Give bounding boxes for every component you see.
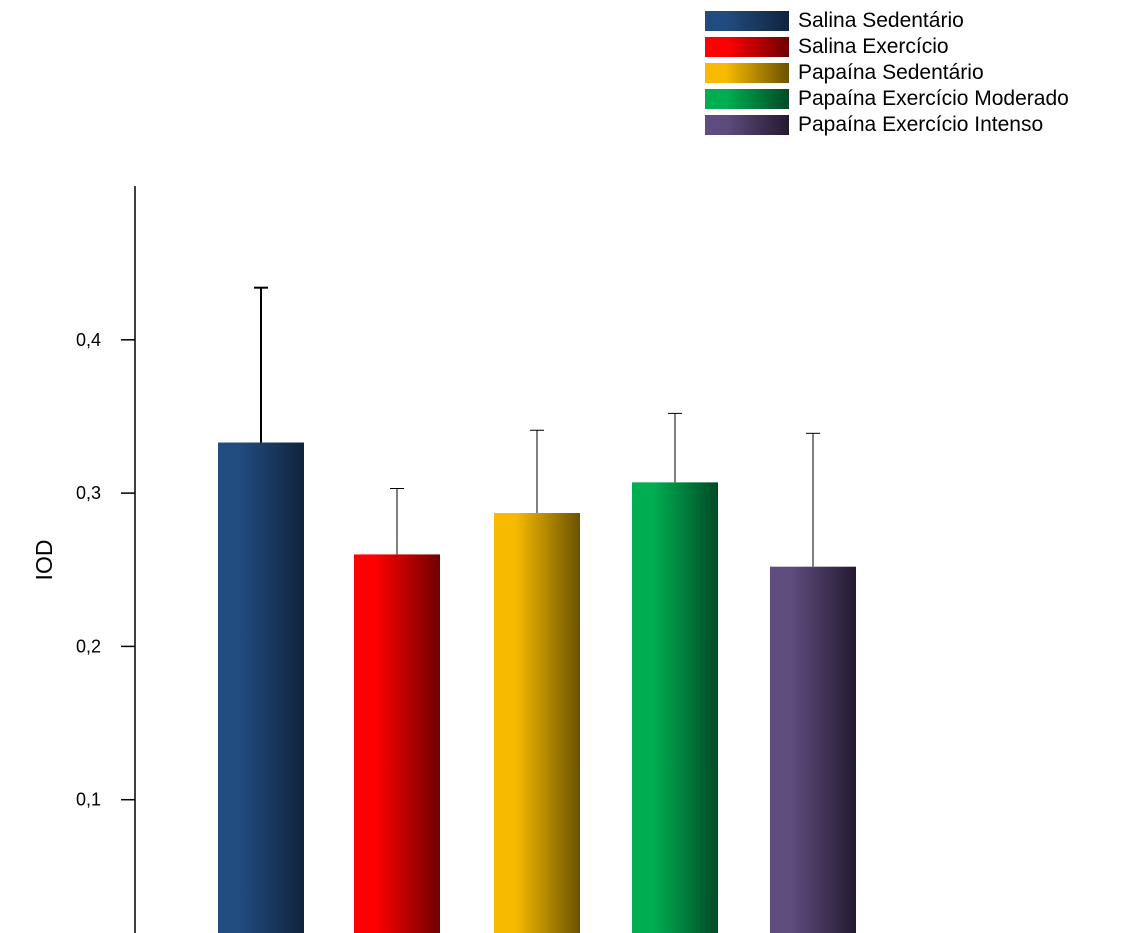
y-tick-label: 0,3 (76, 483, 101, 503)
bar (218, 442, 304, 933)
y-tick-label: 0,1 (76, 790, 101, 810)
bar (494, 513, 580, 933)
legend-item: Papaína Exercício Moderado (705, 86, 1069, 112)
legend-item: Salina Sedentário (705, 8, 1069, 34)
legend-label: Papaína Exercício Intenso (798, 113, 1044, 136)
legend-label: Salina Exercício (798, 35, 949, 58)
bar (354, 554, 440, 933)
chart-legend: Salina Sedentário Salina Exercício Papaína… (705, 8, 1069, 138)
legend-label: Salina Sedentário (798, 9, 964, 32)
bar (632, 482, 718, 933)
legend-swatch (705, 63, 789, 83)
y-tick-label: 0,2 (76, 636, 101, 656)
y-axis-label: IOD (31, 540, 57, 581)
legend-swatch (705, 37, 789, 57)
legend-swatch (705, 89, 789, 109)
legend-label: Papaína Sedentário (798, 61, 984, 84)
y-tick-label: 0,4 (76, 330, 101, 350)
legend-swatch (705, 11, 789, 31)
legend-item: Papaína Exercício Intenso (705, 112, 1069, 138)
legend-swatch (705, 115, 789, 135)
legend-label: Papaína Exercício Moderado (798, 87, 1069, 110)
legend-item: Papaína Sedentário (705, 60, 1069, 86)
bar (770, 566, 856, 933)
legend-item: Salina Exercício (705, 34, 1069, 60)
